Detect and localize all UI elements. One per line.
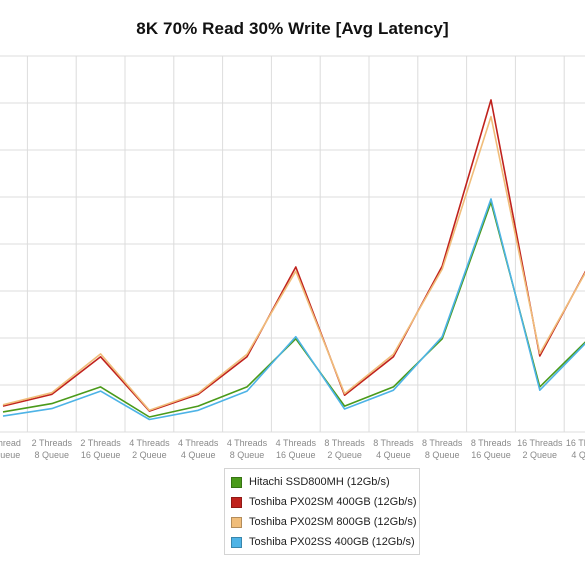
x-tick-label: 2 Queue [132,450,167,460]
legend-swatch [231,496,242,508]
x-tick-label: 4 Threads [276,438,317,448]
x-tick-label: 1 Thread [0,438,21,448]
legend-label: Toshiba PX02SS 400GB (12Gb/s) [249,536,415,548]
x-tick-label: 8 Queue [35,450,70,460]
x-tick-label: 4 Queue [571,450,585,460]
legend-item-toshiba-px02sm-400gb[interactable]: Toshiba PX02SM 400GB (12Gb/s) [225,492,419,512]
x-tick-label: 8 Queue [425,450,460,460]
grid [0,55,585,433]
x-tick-label: 2 Threads [32,438,73,448]
legend-item-hitachi-ssd800mh[interactable]: Hitachi SSD800MH (12Gb/s) [225,472,419,492]
x-tick-label: 2 Queue [327,450,362,460]
x-tick-label: 2 Queue [523,450,558,460]
x-tick-label: 16 Queue [276,450,316,460]
x-tick-label: 8 Threads [422,438,463,448]
x-tick-label: 16 Threads [566,438,585,448]
legend-label: Toshiba PX02SM 800GB (12Gb/s) [249,516,417,528]
series-line-toshiba-px02ss-400gb-12gb-s [2,198,585,421]
x-tick-label: 4 Threads [129,438,170,448]
series-line-hitachi-ssd800mh-12gb-s [2,201,585,418]
legend-swatch [231,516,242,528]
x-tick-label: 16 Threads [517,438,563,448]
legend-item-toshiba-px02sm-800gb[interactable]: Toshiba PX02SM 800GB (12Gb/s) [225,512,419,532]
chart-title: 8K 70% Read 30% Write [Avg Latency] [136,19,449,38]
legend-swatch [231,536,242,548]
x-tick-label: 16 Queue [471,450,511,460]
x-tick-label: 4 Threads [178,438,219,448]
x-tick-labels: 1 Thread 4 Queue 2 Threads 8 Queue 2 Threads… [0,438,585,460]
x-tick-label: 8 Threads [373,438,414,448]
series-line-toshiba-px02sm-400gb-12gb-s [2,99,585,412]
legend: Hitachi SSD800MH (12Gb/s) Toshiba PX02SM… [224,468,420,555]
x-tick-label: 16 Queue [81,450,121,460]
x-tick-label: 4 Threads [227,438,268,448]
series-line-toshiba-px02sm-800gb-12gb-s [2,115,585,412]
x-tick-label: 4 Queue [376,450,411,460]
legend-swatch [231,476,242,488]
legend-item-toshiba-px02ss-400gb[interactable]: Toshiba PX02SS 400GB (12Gb/s) [225,532,419,552]
x-tick-label: 8 Threads [324,438,365,448]
legend-label: Toshiba PX02SM 400GB (12Gb/s) [249,496,417,508]
x-tick-label: 8 Queue [230,450,265,460]
legend-label: Hitachi SSD800MH (12Gb/s) [249,476,390,488]
x-tick-label: 4 Queue [0,450,20,460]
x-tick-label: 4 Queue [181,450,216,460]
x-tick-label: 2 Threads [80,438,121,448]
series-lines [2,99,585,421]
x-tick-label: 8 Threads [471,438,512,448]
